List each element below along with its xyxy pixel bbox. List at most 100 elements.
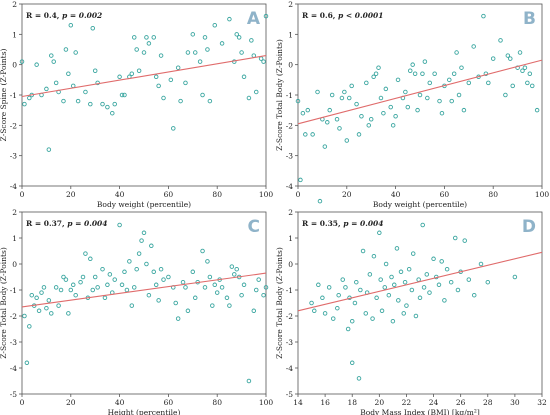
data-point bbox=[394, 246, 400, 251]
data-point bbox=[263, 285, 269, 290]
data-point bbox=[534, 107, 540, 113]
data-point bbox=[490, 56, 496, 61]
data-point bbox=[256, 277, 261, 282]
y-tick-label: -1 bbox=[286, 91, 293, 100]
data-point bbox=[156, 298, 161, 303]
plot-frame bbox=[297, 3, 543, 187]
data-point bbox=[342, 89, 347, 95]
data-point bbox=[131, 35, 137, 40]
x-tick-label: 0 bbox=[20, 398, 25, 407]
chart-panel-d: 2 1 0 -1 -2 -3 -4 -514 16 18 20 22 24 26 28 30 32 Body Ma… bbox=[275, 208, 547, 415]
plot-frame bbox=[297, 211, 543, 395]
x-tick-label: 100 bbox=[535, 190, 550, 199]
data-point bbox=[219, 41, 225, 46]
data-point bbox=[422, 59, 428, 64]
data-point bbox=[61, 274, 66, 280]
data-point bbox=[234, 266, 239, 272]
data-point bbox=[454, 50, 459, 55]
data-point bbox=[515, 65, 520, 70]
y-tick-label: -3 bbox=[10, 338, 18, 347]
data-point bbox=[192, 50, 198, 55]
data-point bbox=[141, 50, 147, 55]
data-point bbox=[68, 287, 74, 293]
data-point bbox=[161, 95, 166, 101]
data-point bbox=[364, 80, 369, 86]
data-point bbox=[19, 59, 25, 64]
data-point bbox=[49, 53, 54, 58]
data-point bbox=[119, 282, 125, 288]
data-point bbox=[49, 311, 54, 316]
data-point bbox=[197, 59, 203, 64]
data-point bbox=[144, 261, 149, 267]
data-point bbox=[22, 101, 27, 107]
stat-p-value: p = 0.004 bbox=[343, 219, 383, 228]
data-point bbox=[326, 285, 332, 290]
data-point bbox=[420, 222, 425, 228]
x-tick-label: 20 bbox=[66, 190, 76, 199]
data-point bbox=[112, 101, 117, 107]
data-point bbox=[251, 308, 257, 314]
data-point bbox=[349, 83, 354, 89]
data-point bbox=[117, 222, 122, 228]
regression-line bbox=[21, 272, 267, 308]
data-point bbox=[436, 282, 442, 288]
data-point bbox=[512, 274, 518, 280]
data-point bbox=[390, 318, 396, 324]
data-point bbox=[117, 74, 122, 80]
data-point bbox=[447, 77, 452, 83]
data-point bbox=[407, 68, 413, 73]
y-tick-label: 2 bbox=[288, 0, 293, 9]
data-point bbox=[202, 35, 208, 40]
data-point bbox=[320, 295, 325, 301]
data-point bbox=[134, 47, 139, 52]
x-tick-label: 22 bbox=[402, 398, 412, 407]
x-tick-label: 0 bbox=[296, 190, 301, 199]
data-point bbox=[390, 123, 396, 128]
data-point bbox=[358, 287, 363, 293]
x-tick-label: 20 bbox=[342, 190, 352, 199]
data-point bbox=[359, 113, 364, 119]
data-point bbox=[56, 303, 61, 308]
data-point bbox=[66, 311, 71, 316]
data-point bbox=[158, 53, 164, 58]
data-point bbox=[146, 292, 152, 298]
x-tick-label: 28 bbox=[483, 398, 493, 407]
data-point bbox=[402, 279, 408, 285]
data-point bbox=[383, 86, 389, 92]
stat-p-value: p = 0.002 bbox=[62, 11, 102, 20]
data-point bbox=[334, 117, 340, 122]
data-point bbox=[161, 277, 166, 282]
data-point bbox=[119, 92, 125, 98]
data-point bbox=[360, 248, 366, 254]
data-point bbox=[345, 326, 351, 332]
data-point bbox=[379, 308, 385, 314]
y-tick-label: 0 bbox=[12, 260, 17, 269]
data-point bbox=[391, 282, 397, 288]
data-point bbox=[316, 282, 321, 288]
data-point bbox=[471, 44, 476, 49]
x-tick-label: 40 bbox=[115, 398, 125, 407]
data-point bbox=[205, 47, 210, 52]
data-point bbox=[448, 279, 454, 285]
data-point bbox=[462, 238, 467, 243]
data-point bbox=[406, 266, 412, 272]
y-tick-label: 0 bbox=[12, 61, 17, 70]
data-point bbox=[183, 285, 188, 290]
data-point bbox=[234, 32, 239, 37]
data-point bbox=[46, 147, 52, 152]
data-point bbox=[146, 41, 152, 46]
data-point bbox=[261, 59, 266, 64]
data-point bbox=[322, 144, 328, 149]
data-point bbox=[349, 318, 355, 324]
y-tick-label: 1 bbox=[288, 234, 293, 243]
data-point bbox=[212, 22, 218, 28]
data-point bbox=[374, 295, 379, 301]
data-point bbox=[398, 269, 404, 275]
data-point bbox=[202, 285, 208, 290]
data-point bbox=[442, 298, 447, 303]
data-point bbox=[437, 98, 442, 104]
data-point bbox=[389, 274, 394, 280]
y-tick-label: -1 bbox=[10, 286, 17, 295]
